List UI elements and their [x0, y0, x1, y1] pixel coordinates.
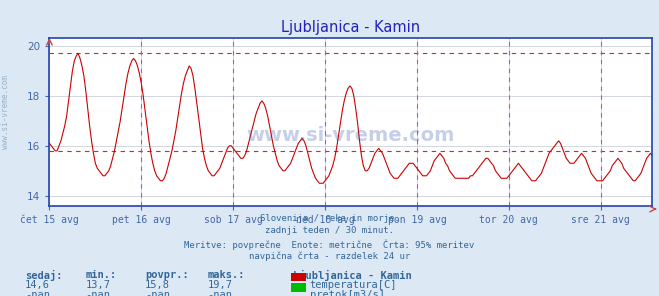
Text: sedaj:: sedaj: [25, 270, 63, 281]
Text: min.:: min.: [86, 270, 117, 280]
Text: Slovenija / reke in morje.: Slovenija / reke in morje. [260, 214, 399, 223]
Text: 15,8: 15,8 [145, 280, 170, 290]
Text: 13,7: 13,7 [86, 280, 111, 290]
Text: www.si-vreme.com: www.si-vreme.com [246, 126, 455, 145]
Text: navpična črta - razdelek 24 ur: navpična črta - razdelek 24 ur [249, 252, 410, 261]
Text: 19,7: 19,7 [208, 280, 233, 290]
Text: maks.:: maks.: [208, 270, 245, 280]
Text: pretok[m3/s]: pretok[m3/s] [310, 290, 385, 296]
Text: -nan: -nan [86, 290, 111, 296]
Text: zadnji teden / 30 minut.: zadnji teden / 30 minut. [265, 226, 394, 235]
Text: Meritve: povprečne  Enote: metrične  Črta: 95% meritev: Meritve: povprečne Enote: metrične Črta:… [185, 239, 474, 250]
Text: 14,6: 14,6 [25, 280, 50, 290]
Text: povpr.:: povpr.: [145, 270, 188, 280]
Text: temperatura[C]: temperatura[C] [310, 280, 397, 290]
Title: Ljubljanica - Kamin: Ljubljanica - Kamin [281, 20, 420, 35]
Text: Ljubljanica - Kamin: Ljubljanica - Kamin [293, 270, 412, 281]
Text: -nan: -nan [208, 290, 233, 296]
Text: -nan: -nan [145, 290, 170, 296]
Text: -nan: -nan [25, 290, 50, 296]
Text: www.si-vreme.com: www.si-vreme.com [1, 75, 10, 149]
